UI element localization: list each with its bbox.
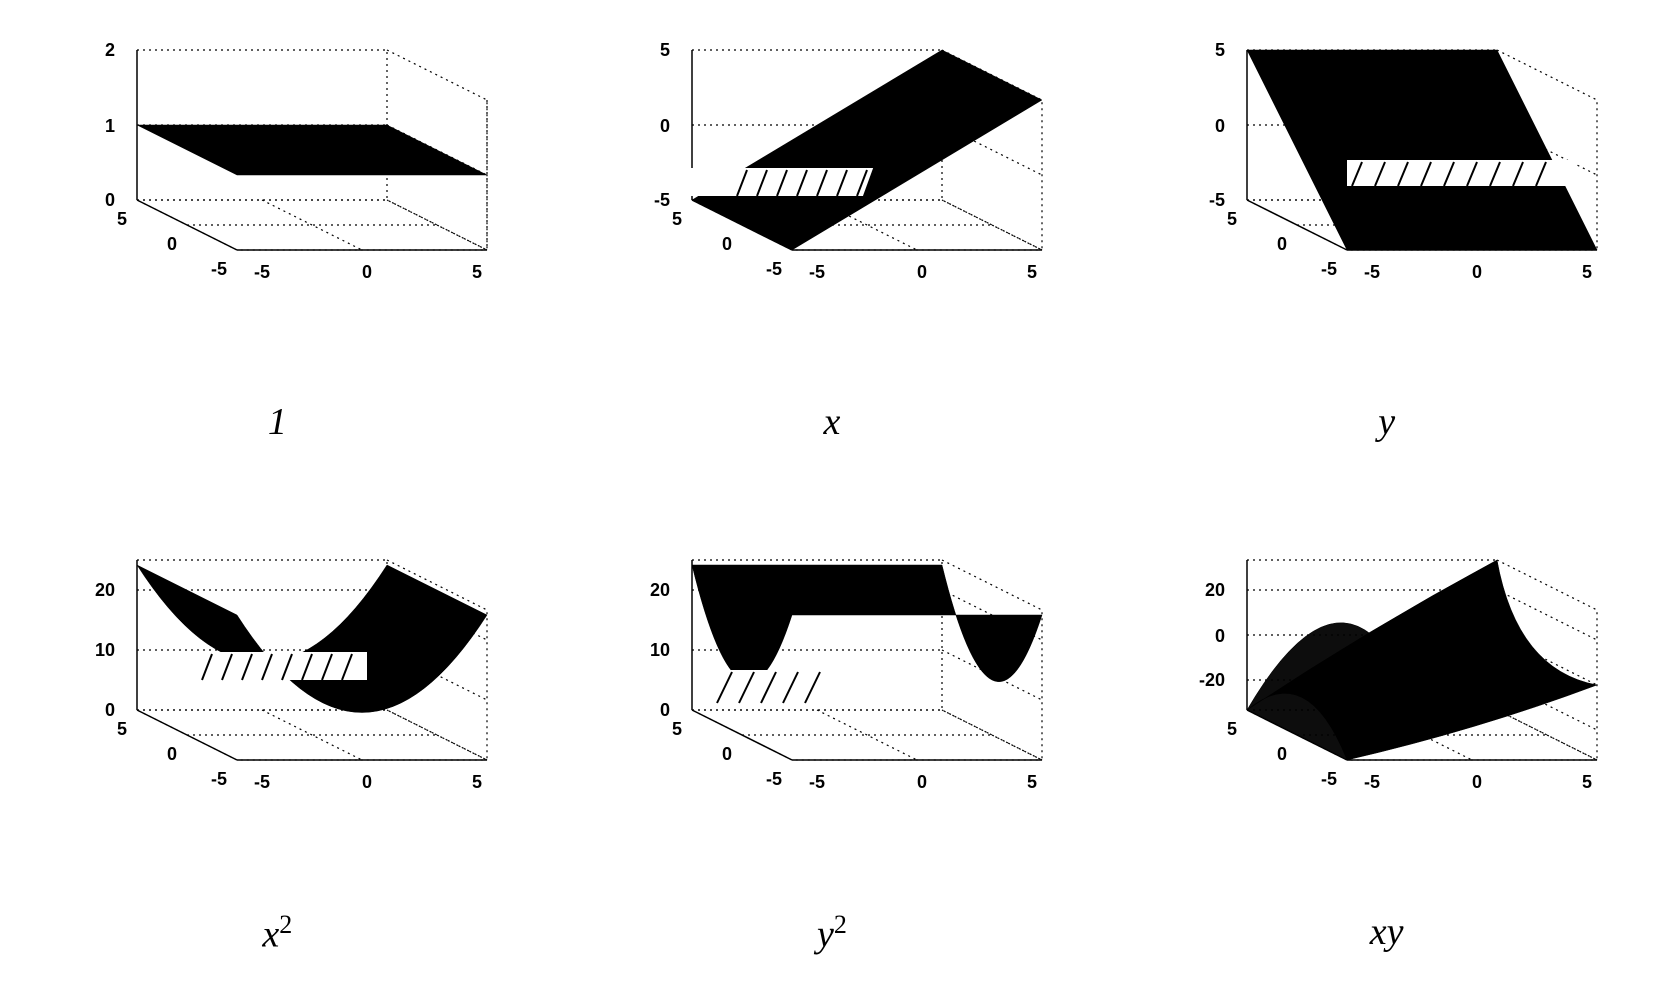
svg-text:0: 0: [105, 700, 115, 720]
svg-text:-5: -5: [766, 259, 782, 279]
svg-text:5: 5: [1227, 719, 1237, 739]
svg-text:0: 0: [167, 744, 177, 764]
ztick: 0: [105, 190, 115, 210]
svg-text:5: 5: [1215, 40, 1225, 60]
svg-text:10: 10: [650, 640, 670, 660]
svg-text:-5: -5: [1321, 769, 1337, 789]
subplot-4: 20 10 0 5 0 -5 -5 0 5 x2: [40, 530, 515, 980]
svg-text:0: 0: [722, 744, 732, 764]
svg-text:-5: -5: [1209, 190, 1225, 210]
svg-text:-5: -5: [254, 772, 270, 792]
svg-text:20: 20: [650, 580, 670, 600]
svg-text:-5: -5: [1321, 259, 1337, 279]
plot-axes-4: 20 10 0 5 0 -5 -5 0 5: [57, 530, 497, 870]
svg-text:0: 0: [660, 700, 670, 720]
svg-text:-5: -5: [1364, 262, 1380, 282]
xtick: 5: [472, 262, 482, 282]
svg-text:-5: -5: [654, 190, 670, 210]
xtick: -5: [254, 262, 270, 282]
svg-text:5: 5: [1027, 772, 1037, 792]
svg-text:-5: -5: [809, 772, 825, 792]
plot-label-2: x: [824, 400, 841, 444]
svg-text:5: 5: [1582, 772, 1592, 792]
svg-text:5: 5: [672, 719, 682, 739]
plot-label-6: xy: [1370, 910, 1404, 954]
svg-text:10: 10: [95, 640, 115, 660]
svg-text:20: 20: [1205, 580, 1225, 600]
plot-axes-5: 20 10 0 5 0 -5 -5 0 5: [612, 530, 1052, 870]
ztick: 1: [105, 116, 115, 136]
figure-grid: 2 1 0 5 0 -5 -5 0 5 1: [40, 20, 1624, 980]
plot-label-5: y2: [817, 910, 847, 957]
plot-label-1: 1: [268, 400, 287, 444]
plot-label-4: x2: [262, 910, 292, 957]
svg-text:0: 0: [1277, 234, 1287, 254]
svg-text:5: 5: [117, 719, 127, 739]
ytick: 0: [167, 234, 177, 254]
plot-label-3: y: [1378, 400, 1395, 444]
svg-text:-5: -5: [766, 769, 782, 789]
svg-text:0: 0: [1215, 116, 1225, 136]
ytick: 5: [117, 209, 127, 229]
ytick: -5: [211, 259, 227, 279]
svg-text:-20: -20: [1199, 670, 1225, 690]
svg-text:0: 0: [1215, 626, 1225, 646]
svg-text:0: 0: [1472, 262, 1482, 282]
xtick: 0: [362, 262, 372, 282]
ztick: 2: [105, 40, 115, 60]
subplot-1: 2 1 0 5 0 -5 -5 0 5 1: [40, 20, 515, 470]
svg-text:-5: -5: [211, 769, 227, 789]
svg-text:-5: -5: [1364, 772, 1380, 792]
svg-text:0: 0: [917, 772, 927, 792]
svg-text:5: 5: [1582, 262, 1592, 282]
svg-text:0: 0: [722, 234, 732, 254]
subplot-5: 20 10 0 5 0 -5 -5 0 5 y2: [595, 530, 1070, 980]
plot-axes-3: 5 0 -5 5 0 -5 -5 0 5: [1167, 20, 1607, 360]
plot-axes-2: 5 0 -5 5 0 -5 -5 0 5: [612, 20, 1052, 360]
svg-text:0: 0: [917, 262, 927, 282]
subplot-2: 5 0 -5 5 0 -5 -5 0 5 x: [595, 20, 1070, 470]
svg-text:0: 0: [1472, 772, 1482, 792]
svg-text:5: 5: [672, 209, 682, 229]
svg-text:5: 5: [1027, 262, 1037, 282]
svg-text:0: 0: [362, 772, 372, 792]
plot-axes-1: 2 1 0 5 0 -5 -5 0 5: [57, 20, 497, 360]
subplot-6: 20 0 -20 5 0 -5 -5 0 5 xy: [1149, 530, 1624, 980]
svg-text:5: 5: [660, 40, 670, 60]
svg-text:20: 20: [95, 580, 115, 600]
svg-text:5: 5: [472, 772, 482, 792]
svg-text:5: 5: [1227, 209, 1237, 229]
svg-text:-5: -5: [809, 262, 825, 282]
svg-text:0: 0: [1277, 744, 1287, 764]
plot-axes-6: 20 0 -20 5 0 -5 -5 0 5: [1167, 530, 1607, 870]
svg-text:0: 0: [660, 116, 670, 136]
subplot-3: 5 0 -5 5 0 -5 -5 0 5 y: [1149, 20, 1624, 470]
